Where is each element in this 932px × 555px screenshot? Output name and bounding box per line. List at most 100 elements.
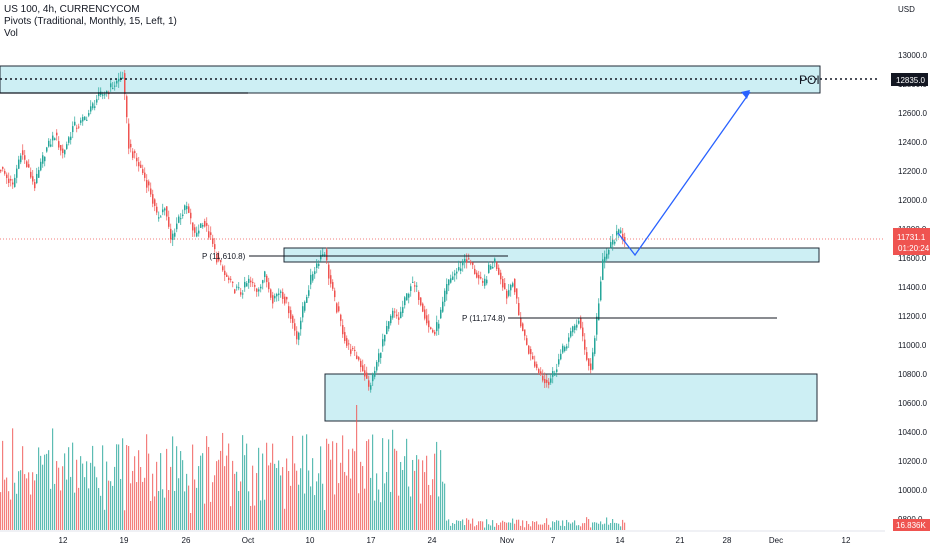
candle-body[interactable] bbox=[264, 271, 266, 278]
candle-body[interactable] bbox=[6, 174, 8, 179]
candle-body[interactable] bbox=[546, 379, 548, 383]
candle-body[interactable] bbox=[452, 276, 454, 280]
candle-body[interactable] bbox=[398, 317, 400, 320]
candle-body[interactable] bbox=[180, 218, 182, 220]
candle-body[interactable] bbox=[200, 223, 202, 228]
candle-body[interactable] bbox=[96, 99, 98, 103]
candle-body[interactable] bbox=[182, 214, 184, 217]
candle-body[interactable] bbox=[172, 233, 174, 241]
candle-body[interactable] bbox=[336, 303, 338, 313]
candle-body[interactable] bbox=[456, 271, 458, 274]
candle-body[interactable] bbox=[122, 77, 124, 79]
candle-body[interactable] bbox=[44, 156, 46, 162]
candle-body[interactable] bbox=[506, 290, 508, 299]
projection-path[interactable] bbox=[617, 91, 751, 257]
candle-body[interactable] bbox=[106, 91, 108, 93]
candle-body[interactable] bbox=[556, 369, 558, 372]
candle-body[interactable] bbox=[376, 362, 378, 371]
candle-body[interactable] bbox=[136, 157, 138, 162]
candle-body[interactable] bbox=[598, 303, 600, 321]
candle-body[interactable] bbox=[618, 229, 620, 234]
candle-body[interactable] bbox=[314, 271, 316, 275]
vol-line[interactable]: Vol bbox=[4, 28, 18, 39]
candle-body[interactable] bbox=[320, 254, 322, 260]
candle-body[interactable] bbox=[360, 360, 362, 368]
candle-body[interactable] bbox=[408, 293, 410, 298]
candle-body[interactable] bbox=[266, 275, 268, 283]
candle-body[interactable] bbox=[356, 355, 358, 359]
candle-body[interactable] bbox=[620, 230, 622, 234]
candle-body[interactable] bbox=[470, 261, 472, 264]
candle-body[interactable] bbox=[226, 274, 228, 277]
candle-body[interactable] bbox=[584, 339, 586, 350]
candle-body[interactable] bbox=[402, 307, 404, 314]
candle-body[interactable] bbox=[18, 159, 20, 169]
candle-body[interactable] bbox=[230, 278, 232, 280]
candle-body[interactable] bbox=[42, 155, 44, 164]
candle-body[interactable] bbox=[474, 268, 476, 275]
candle-body[interactable] bbox=[170, 228, 172, 240]
candle-body[interactable] bbox=[580, 318, 582, 328]
candle-body[interactable] bbox=[158, 217, 160, 219]
candle-body[interactable] bbox=[568, 337, 570, 342]
candle-body[interactable] bbox=[214, 244, 216, 250]
candle-body[interactable] bbox=[410, 286, 412, 291]
candle-body[interactable] bbox=[436, 322, 438, 332]
resistance-zone[interactable] bbox=[283, 247, 820, 263]
candle-body[interactable] bbox=[238, 287, 240, 289]
candle-body[interactable] bbox=[590, 363, 592, 370]
candle-body[interactable] bbox=[34, 182, 36, 189]
candle-body[interactable] bbox=[420, 297, 422, 306]
candle-body[interactable] bbox=[304, 301, 306, 311]
candle-body[interactable] bbox=[350, 349, 352, 354]
candle-body[interactable] bbox=[576, 324, 578, 328]
candle-body[interactable] bbox=[94, 106, 96, 108]
candle-body[interactable] bbox=[216, 253, 218, 263]
candle-body[interactable] bbox=[622, 233, 624, 240]
candle-body[interactable] bbox=[248, 278, 250, 283]
candle-body[interactable] bbox=[50, 144, 52, 147]
candle-body[interactable] bbox=[562, 345, 564, 353]
candle-body[interactable] bbox=[254, 285, 256, 287]
candle-body[interactable] bbox=[24, 155, 26, 160]
candle-body[interactable] bbox=[608, 249, 610, 255]
candle-body[interactable] bbox=[412, 281, 414, 283]
candle-body[interactable] bbox=[510, 284, 512, 291]
candle-body[interactable] bbox=[480, 276, 482, 279]
candle-body[interactable] bbox=[344, 332, 346, 341]
candle-body[interactable] bbox=[186, 206, 188, 210]
candle-body[interactable] bbox=[518, 303, 520, 316]
candle-body[interactable] bbox=[208, 231, 210, 238]
candle-body[interactable] bbox=[218, 257, 220, 261]
candle-body[interactable] bbox=[528, 345, 530, 354]
candle-body[interactable] bbox=[250, 280, 252, 283]
candle-body[interactable] bbox=[406, 293, 408, 301]
candle-body[interactable] bbox=[26, 161, 28, 167]
candle-body[interactable] bbox=[432, 329, 434, 333]
candle-body[interactable] bbox=[174, 232, 176, 237]
candle-body[interactable] bbox=[12, 182, 14, 185]
candle-body[interactable] bbox=[426, 315, 428, 324]
price-axis[interactable]: USD 13000.012800.012600.012400.012200.01… bbox=[898, 5, 927, 524]
candle-body[interactable] bbox=[488, 264, 490, 273]
candle-body[interactable] bbox=[586, 352, 588, 360]
candle-body[interactable] bbox=[154, 199, 156, 206]
candle-body[interactable] bbox=[232, 281, 234, 283]
candle-body[interactable] bbox=[592, 352, 594, 370]
candle-body[interactable] bbox=[86, 119, 88, 121]
candle-body[interactable] bbox=[84, 116, 86, 120]
candle-body[interactable] bbox=[156, 206, 158, 213]
candle-body[interactable] bbox=[526, 338, 528, 345]
candle-body[interactable] bbox=[368, 380, 370, 387]
candle-body[interactable] bbox=[164, 208, 166, 211]
candle-body[interactable] bbox=[538, 369, 540, 373]
candle-body[interactable] bbox=[220, 260, 222, 263]
candle-body[interactable] bbox=[274, 295, 276, 299]
candle-body[interactable] bbox=[570, 331, 572, 337]
candle-body[interactable] bbox=[378, 353, 380, 363]
candle-body[interactable] bbox=[430, 327, 432, 330]
candle-body[interactable] bbox=[374, 370, 376, 377]
candle-body[interactable] bbox=[614, 241, 616, 244]
candle-body[interactable] bbox=[588, 358, 590, 366]
candle-body[interactable] bbox=[292, 315, 294, 323]
